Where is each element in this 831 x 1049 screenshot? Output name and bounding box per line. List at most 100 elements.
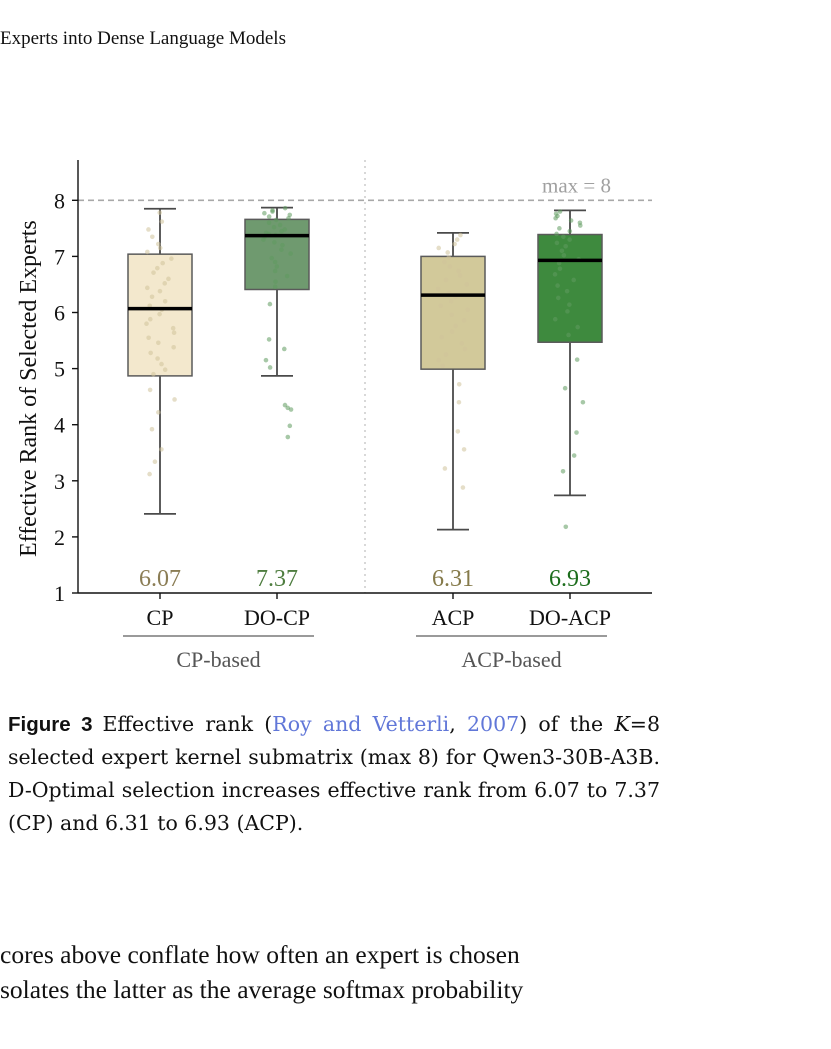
y-tick-label: 5 <box>54 357 65 382</box>
median-value-label: 6.93 <box>549 566 591 592</box>
citation-separator: , <box>449 712 468 736</box>
data-point <box>162 298 168 304</box>
y-tick-label: 7 <box>54 244 65 269</box>
running-head: Experts into Dense Language Models <box>0 28 286 49</box>
data-point <box>568 218 574 223</box>
box-group-cp: 6.07 <box>127 207 193 592</box>
data-point <box>145 249 150 255</box>
data-point <box>277 222 283 228</box>
data-point <box>453 323 458 329</box>
data-point <box>147 387 153 393</box>
data-point <box>574 357 580 362</box>
data-point <box>151 270 156 275</box>
caption-text-end: =8 selected expert kernel submatrix (max… <box>8 712 660 835</box>
caption-text-middle: ) of the <box>519 712 615 736</box>
data-point <box>271 224 277 230</box>
data-point <box>465 307 471 312</box>
data-point <box>280 242 285 248</box>
iqr-box <box>244 218 310 291</box>
data-point <box>146 227 151 232</box>
data-point <box>454 237 460 242</box>
data-point <box>160 260 165 266</box>
body-text-line-2: solates the latter as the average softma… <box>0 975 524 1004</box>
data-point <box>269 255 275 261</box>
data-point <box>149 426 155 432</box>
data-point <box>554 231 559 237</box>
data-point <box>279 228 284 234</box>
data-point <box>455 429 461 434</box>
citation-year-link[interactable]: 2007 <box>467 712 520 736</box>
y-tick-label: 6 <box>54 301 65 326</box>
data-point <box>439 334 445 340</box>
data-point <box>436 245 442 251</box>
data-point <box>564 288 570 294</box>
data-point <box>152 459 158 465</box>
data-point <box>554 240 560 246</box>
data-point <box>156 340 161 346</box>
data-point <box>575 324 580 330</box>
median-value-label: 6.31 <box>432 566 474 592</box>
data-point <box>169 256 174 261</box>
data-point <box>449 329 455 334</box>
data-point <box>553 215 558 221</box>
data-point <box>456 399 462 405</box>
data-point <box>286 215 291 221</box>
data-point <box>565 309 570 314</box>
data-point <box>571 277 577 283</box>
data-point <box>443 352 449 357</box>
data-point <box>272 284 278 289</box>
data-point <box>157 311 162 317</box>
y-axis-title: Effective Rank of Selected Experts <box>16 220 42 557</box>
data-point <box>267 301 273 307</box>
data-point <box>442 466 448 471</box>
y-tick-label: 8 <box>54 188 65 213</box>
data-point <box>563 524 569 530</box>
data-point <box>566 332 571 338</box>
body-text-line-1: cores above conflate how often an expert… <box>0 940 520 969</box>
data-point <box>273 279 278 284</box>
data-point <box>435 286 441 292</box>
y-tick-label: 4 <box>54 413 65 438</box>
figure-label: Figure 3 <box>8 713 93 736</box>
data-point <box>555 295 561 301</box>
data-point <box>149 294 155 300</box>
median-value-label: 6.07 <box>139 566 181 592</box>
data-point <box>267 365 273 370</box>
data-point <box>150 234 155 240</box>
data-point <box>559 248 565 254</box>
iqr-box <box>537 233 603 343</box>
x-tick-label: CP <box>147 605 174 630</box>
y-tick-label: 2 <box>54 525 65 550</box>
data-point <box>456 382 462 387</box>
data-point <box>266 337 272 342</box>
data-point <box>288 251 293 256</box>
data-point <box>155 265 160 271</box>
data-point <box>460 485 466 490</box>
data-point <box>166 276 171 282</box>
data-point <box>272 240 277 245</box>
data-point <box>285 434 291 440</box>
data-point <box>458 232 463 238</box>
citation-author-link[interactable]: Roy and Vetterli <box>272 712 450 736</box>
data-point <box>282 402 288 408</box>
data-point <box>287 423 293 429</box>
data-point <box>446 255 452 260</box>
data-point <box>266 214 272 219</box>
data-point <box>580 399 586 405</box>
data-point <box>261 237 266 242</box>
data-point <box>148 350 153 356</box>
data-point <box>560 468 566 474</box>
data-point <box>555 283 560 288</box>
data-point <box>577 223 583 228</box>
data-point <box>170 325 176 331</box>
data-point <box>162 281 168 286</box>
y-tick-label: 3 <box>54 469 65 494</box>
data-point <box>567 302 572 307</box>
data-point <box>461 447 467 452</box>
data-point <box>462 346 468 352</box>
data-point <box>272 268 278 274</box>
data-point <box>457 273 463 278</box>
data-point <box>157 245 163 251</box>
data-point <box>440 363 445 369</box>
data-point <box>274 264 280 269</box>
